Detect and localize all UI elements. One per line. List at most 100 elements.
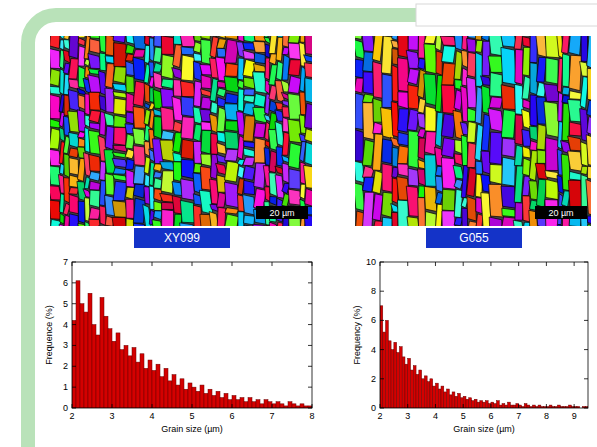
x-tick <box>490 404 491 408</box>
bars <box>72 281 312 408</box>
x-tick <box>112 404 113 408</box>
grain <box>530 63 537 95</box>
bar <box>424 376 427 408</box>
bar <box>411 370 414 408</box>
y-axis-title: Frequence (%) <box>44 305 54 365</box>
grain <box>154 211 162 220</box>
bar <box>140 354 144 408</box>
bar <box>458 393 461 408</box>
grain <box>50 119 60 128</box>
grain <box>382 217 393 226</box>
bar <box>212 395 216 408</box>
y-tick <box>308 408 312 409</box>
grain <box>154 36 162 47</box>
grain <box>78 38 85 46</box>
grain <box>569 91 581 100</box>
grain <box>50 86 60 94</box>
grain <box>467 197 476 221</box>
x-tick <box>272 262 273 266</box>
bar <box>108 329 112 408</box>
bar <box>386 320 389 408</box>
grain <box>113 145 127 152</box>
grain <box>467 122 476 143</box>
grain <box>225 208 239 214</box>
grain <box>253 64 266 72</box>
bar <box>216 391 220 408</box>
grain <box>254 53 265 64</box>
bar <box>447 389 450 408</box>
bar <box>288 402 292 408</box>
bar <box>72 320 76 408</box>
grain <box>238 80 245 89</box>
grain <box>50 69 60 87</box>
grain <box>69 158 79 175</box>
grain <box>475 214 483 226</box>
grain <box>253 41 267 52</box>
grain <box>289 169 300 189</box>
grain <box>99 226 107 227</box>
x-tick <box>518 404 519 408</box>
grain <box>304 55 312 63</box>
grain <box>126 159 135 170</box>
grain <box>502 208 516 217</box>
bar <box>292 404 296 408</box>
x-tick-label: 4 <box>149 411 154 421</box>
grain <box>382 139 393 164</box>
bar <box>128 356 132 408</box>
bar <box>220 398 224 408</box>
grain <box>154 178 162 189</box>
grain <box>144 83 150 102</box>
grain <box>133 106 146 128</box>
y-tick <box>380 378 384 379</box>
grain <box>513 220 525 226</box>
grain <box>265 187 270 202</box>
grain <box>217 81 225 88</box>
grain <box>217 48 226 57</box>
grain <box>243 148 254 157</box>
bar <box>527 405 530 408</box>
grain <box>153 63 162 73</box>
grain <box>282 132 289 155</box>
bar <box>502 404 505 408</box>
x-tick-label: 4 <box>433 411 438 421</box>
bar <box>196 391 200 408</box>
grain <box>453 165 464 179</box>
grain <box>466 221 476 226</box>
bar <box>388 341 391 408</box>
grain <box>181 55 194 81</box>
grain <box>64 178 70 204</box>
grain <box>85 115 90 127</box>
grain <box>407 69 419 85</box>
grain <box>78 95 85 110</box>
grain <box>418 198 426 226</box>
grain <box>243 96 254 103</box>
bar <box>184 389 188 408</box>
bar <box>477 402 480 408</box>
grain <box>89 92 101 110</box>
grain <box>488 108 504 132</box>
grain <box>476 52 483 86</box>
bar <box>380 306 383 408</box>
bar <box>449 395 452 408</box>
grain <box>50 200 61 219</box>
bar <box>192 387 196 408</box>
grain <box>201 154 212 166</box>
grain <box>424 36 437 44</box>
y-tick <box>584 262 588 263</box>
bar <box>460 398 463 408</box>
grain <box>201 89 212 97</box>
grain <box>372 134 382 171</box>
bar <box>172 375 176 408</box>
y-tick-label: 2 <box>63 361 68 371</box>
grain <box>50 128 61 149</box>
map-ground <box>50 36 312 226</box>
grain <box>161 79 174 89</box>
bar <box>260 404 264 408</box>
bar <box>538 405 541 408</box>
grain <box>217 207 226 226</box>
axis-frame <box>72 262 312 408</box>
ebsd-map <box>50 36 312 226</box>
grain <box>180 223 196 226</box>
grain <box>288 143 301 169</box>
grain <box>181 97 194 117</box>
